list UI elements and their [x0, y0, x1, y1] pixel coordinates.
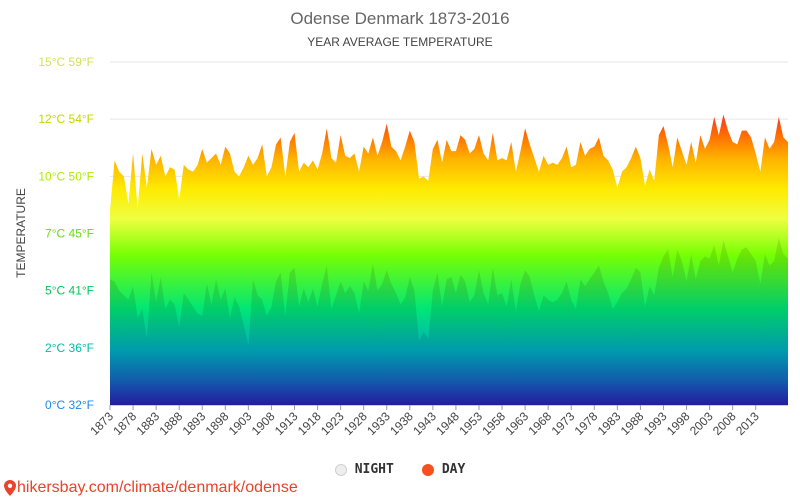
x-tick-label: 1873	[87, 409, 116, 438]
legend-label-night: NIGHT	[354, 462, 394, 477]
x-tick-label: 1943	[410, 409, 439, 438]
legend-item-night[interactable]: NIGHT	[334, 462, 394, 477]
x-tick-label: 1923	[318, 409, 347, 438]
night-series-area	[110, 238, 788, 405]
source-link[interactable]: hikersbay.com/climate/denmark/odense	[4, 479, 298, 497]
y-tick-label: 15°C 59°F	[38, 55, 94, 69]
x-tick-label: 1963	[502, 409, 531, 438]
x-tick-labels: 1873187818831888189318981903190819131918…	[87, 405, 762, 438]
x-tick-label: 1958	[479, 409, 508, 438]
series-areas	[110, 114, 788, 405]
x-tick-label: 1883	[133, 409, 162, 438]
x-tick-label: 1968	[526, 409, 555, 438]
x-tick-label: 1953	[456, 409, 485, 438]
chart-subtitle: YEAR AVERAGE TEMPERATURE	[307, 35, 492, 49]
chart: Odense Denmark 1873-2016 YEAR AVERAGE TE…	[14, 9, 788, 438]
x-tick-label: 1893	[180, 409, 209, 438]
map-pin-icon	[4, 480, 16, 496]
legend-item-day[interactable]: DAY	[421, 462, 466, 477]
x-tick-label: 1898	[203, 409, 232, 438]
x-tick-label: 1903	[226, 409, 255, 438]
x-tick-label: 1888	[157, 409, 186, 438]
y-tick-label: 0°C 32°F	[45, 398, 94, 412]
x-tick-label: 2003	[687, 409, 716, 438]
legend: NIGHT DAY	[0, 462, 800, 477]
day-swatch-icon	[421, 463, 434, 476]
x-tick-label: 1908	[249, 409, 278, 438]
night-swatch-icon	[334, 463, 347, 476]
x-tick-label: 1878	[110, 409, 139, 438]
source-url: hikersbay.com/climate/denmark/odense	[17, 479, 298, 496]
y-tick-label: 12°C 54°F	[38, 112, 94, 126]
day-series-area	[110, 114, 788, 405]
y-tick-label: 2°C 36°F	[45, 341, 94, 355]
y-tick-label: 5°C 41°F	[45, 284, 94, 298]
y-tick-label: 10°C 50°F	[38, 169, 94, 183]
y-tick-labels: 0°C 32°F 2°C 36°F 5°C 41°F 7°C 45°F 10°C 50°…	[38, 55, 94, 412]
x-tick-label: 1948	[433, 409, 462, 438]
x-tick-label: 1938	[387, 409, 416, 438]
y-tick-label: 7°C 45°F	[45, 227, 94, 241]
x-tick-label: 1998	[664, 409, 693, 438]
x-tick-label: 1933	[364, 409, 393, 438]
x-tick-label: 1993	[641, 409, 670, 438]
x-tick-label: 1918	[295, 409, 324, 438]
x-tick-label: 1978	[572, 409, 601, 438]
legend-label-day: DAY	[441, 462, 466, 477]
x-tick-label: 1928	[341, 409, 370, 438]
x-tick-label: 1913	[272, 409, 301, 438]
chart-title: Odense Denmark 1873-2016	[290, 9, 509, 28]
y-axis-label: TEMPERATURE	[14, 188, 28, 278]
x-tick-label: 1973	[549, 409, 578, 438]
x-tick-label: 2013	[733, 409, 762, 438]
x-tick-label: 1988	[618, 409, 647, 438]
x-tick-label: 1983	[595, 409, 624, 438]
x-tick-label: 2008	[710, 409, 739, 438]
